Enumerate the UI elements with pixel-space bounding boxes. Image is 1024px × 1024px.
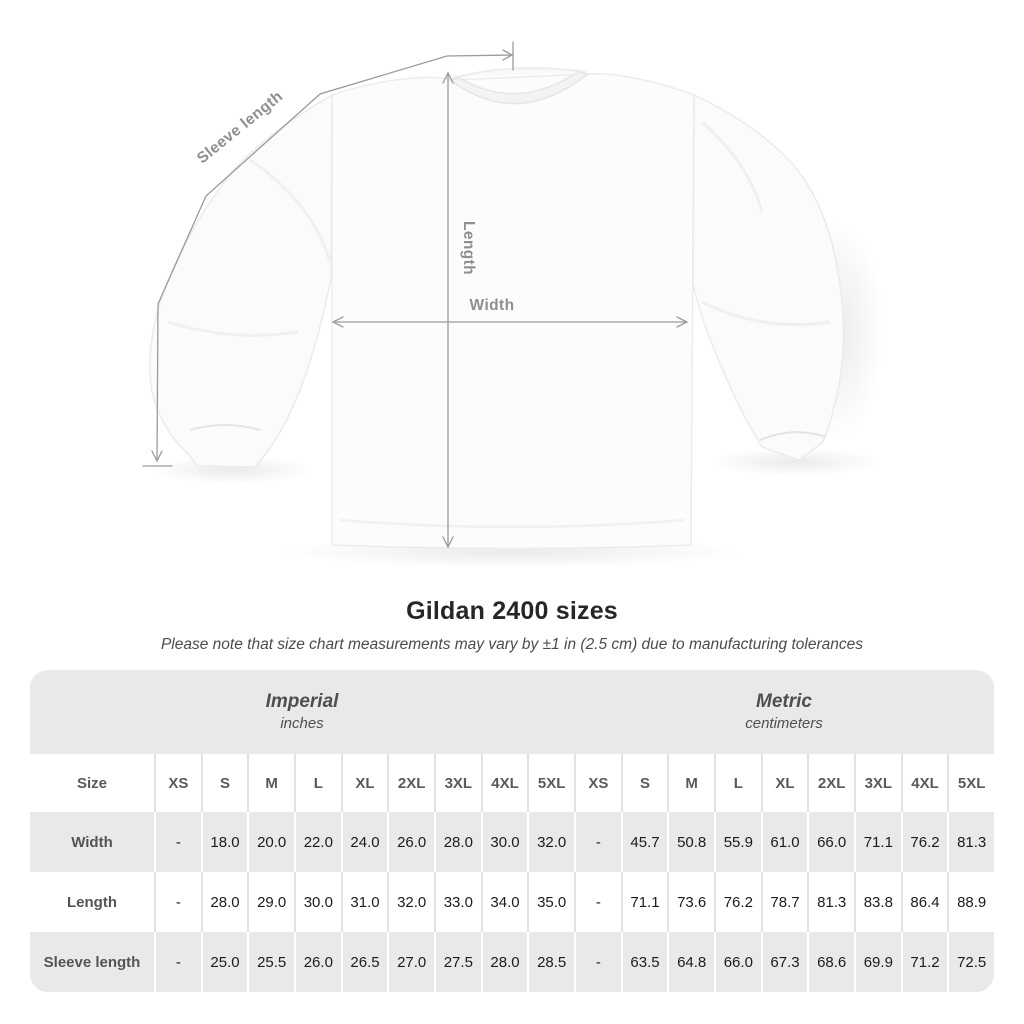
value-cell: 27.0	[387, 932, 434, 992]
value-cell: 76.2	[900, 812, 948, 872]
value-cell: 26.0	[294, 932, 341, 992]
size-header-cell: 5XL	[947, 754, 994, 812]
size-grid: Size XS S M L XL 2XL 3XL 4XL 5XL XS S M L XL 2XL 3XL 4XL 5…	[30, 754, 994, 992]
size-header-cell: L	[294, 754, 341, 812]
row-label: Width	[30, 812, 154, 872]
value-cell: 67.3	[760, 932, 808, 992]
value-cell: 34.0	[480, 872, 528, 932]
size-header-cell: 4XL	[480, 754, 528, 812]
value-cell: -	[154, 812, 201, 872]
size-header-cell: 2XL	[387, 754, 434, 812]
collar-back	[451, 67, 587, 79]
shirt-diagram-svg: Sleeve length Length Width	[142, 41, 885, 568]
width-label: Width	[470, 297, 515, 314]
tolerance-note: Please note that size chart measurements…	[160, 636, 864, 653]
value-cell: 78.7	[760, 872, 808, 932]
size-header-cell: S	[620, 754, 668, 812]
value-cell: -	[574, 872, 621, 932]
size-header-cell: 3XL	[854, 754, 901, 812]
metric-sublabel: centimeters	[745, 715, 823, 733]
size-header-cell: XS	[574, 754, 621, 812]
value-cell: 32.0	[527, 812, 574, 872]
width-measure-line	[331, 316, 689, 328]
size-header-cell: XL	[760, 754, 808, 812]
value-cell: 66.0	[714, 932, 761, 992]
sleeve-length-measure-line	[142, 41, 514, 467]
value-cell: -	[574, 812, 621, 872]
value-cell: 26.5	[340, 932, 388, 992]
size-header-cell: 2XL	[807, 754, 854, 812]
measurement-lines	[142, 41, 689, 549]
value-cell: 83.8	[854, 872, 901, 932]
value-cell: 66.0	[807, 812, 854, 872]
size-header-cell: S	[200, 754, 248, 812]
value-cell: 28.5	[527, 932, 574, 992]
value-cell: 71.1	[854, 812, 901, 872]
value-cell: 61.0	[760, 812, 808, 872]
value-cell: 35.0	[527, 872, 574, 932]
value-cell: 69.9	[854, 932, 901, 992]
value-cell: 71.2	[900, 932, 948, 992]
value-cell: 55.9	[714, 812, 761, 872]
size-header-cell: XS	[154, 754, 201, 812]
value-cell: 76.2	[714, 872, 761, 932]
length-label: Length	[460, 221, 477, 275]
value-cell: 28.0	[200, 872, 248, 932]
value-cell: -	[574, 932, 621, 992]
value-cell: 29.0	[247, 872, 294, 932]
value-cell: 26.0	[387, 812, 434, 872]
metric-label: Metric	[756, 691, 812, 713]
value-cell: 72.5	[947, 932, 994, 992]
size-header-cell: XL	[340, 754, 388, 812]
page-title: Gildan 2400 sizes	[406, 597, 618, 625]
value-cell: 30.0	[294, 872, 341, 932]
value-cell: 28.0	[480, 932, 528, 992]
size-header-cell: 4XL	[900, 754, 948, 812]
value-cell: 22.0	[294, 812, 341, 872]
value-cell: 33.0	[434, 872, 481, 932]
size-header-cell: M	[667, 754, 714, 812]
value-cell: 25.5	[247, 932, 294, 992]
size-column-header: Size	[30, 754, 154, 812]
size-header-cell: 3XL	[434, 754, 481, 812]
value-cell: -	[154, 932, 201, 992]
size-header-cell: L	[714, 754, 761, 812]
value-cell: 81.3	[807, 872, 854, 932]
value-cell: 64.8	[667, 932, 714, 992]
value-cell: 68.6	[807, 932, 854, 992]
value-cell: 45.7	[620, 812, 668, 872]
value-cell: 73.6	[667, 872, 714, 932]
size-chart-table: Imperial inches Metric centimeters Size X…	[30, 670, 994, 992]
value-cell: 88.9	[947, 872, 994, 932]
value-cell: 71.1	[620, 872, 668, 932]
value-cell: 24.0	[340, 812, 388, 872]
value-cell: 81.3	[947, 812, 994, 872]
value-cell: 63.5	[620, 932, 668, 992]
value-cell: 27.5	[434, 932, 481, 992]
value-cell: 31.0	[340, 872, 388, 932]
value-cell: 18.0	[200, 812, 248, 872]
unit-group-metric: Metric centimeters	[574, 670, 994, 754]
size-header-cell: 5XL	[527, 754, 574, 812]
value-cell: 30.0	[480, 812, 528, 872]
value-cell: 28.0	[434, 812, 481, 872]
shirt-measurement-diagram: Sleeve length Length Width	[142, 41, 885, 568]
row-label: Length	[30, 872, 154, 932]
value-cell: 25.0	[200, 932, 248, 992]
size-header-cell: M	[247, 754, 294, 812]
imperial-sublabel: inches	[280, 715, 324, 733]
value-cell: 20.0	[247, 812, 294, 872]
shirt-illustration	[149, 67, 845, 550]
collar-band	[448, 71, 590, 105]
value-cell: -	[154, 872, 201, 932]
length-measure-line	[442, 71, 454, 549]
value-cell: 86.4	[900, 872, 948, 932]
value-cell: 50.8	[667, 812, 714, 872]
unit-group-imperial: Imperial inches	[30, 670, 574, 754]
value-cell: 32.0	[387, 872, 434, 932]
row-label: Sleeve length	[30, 932, 154, 992]
unit-header-row: Imperial inches Metric centimeters	[30, 670, 994, 754]
imperial-label: Imperial	[265, 691, 339, 713]
